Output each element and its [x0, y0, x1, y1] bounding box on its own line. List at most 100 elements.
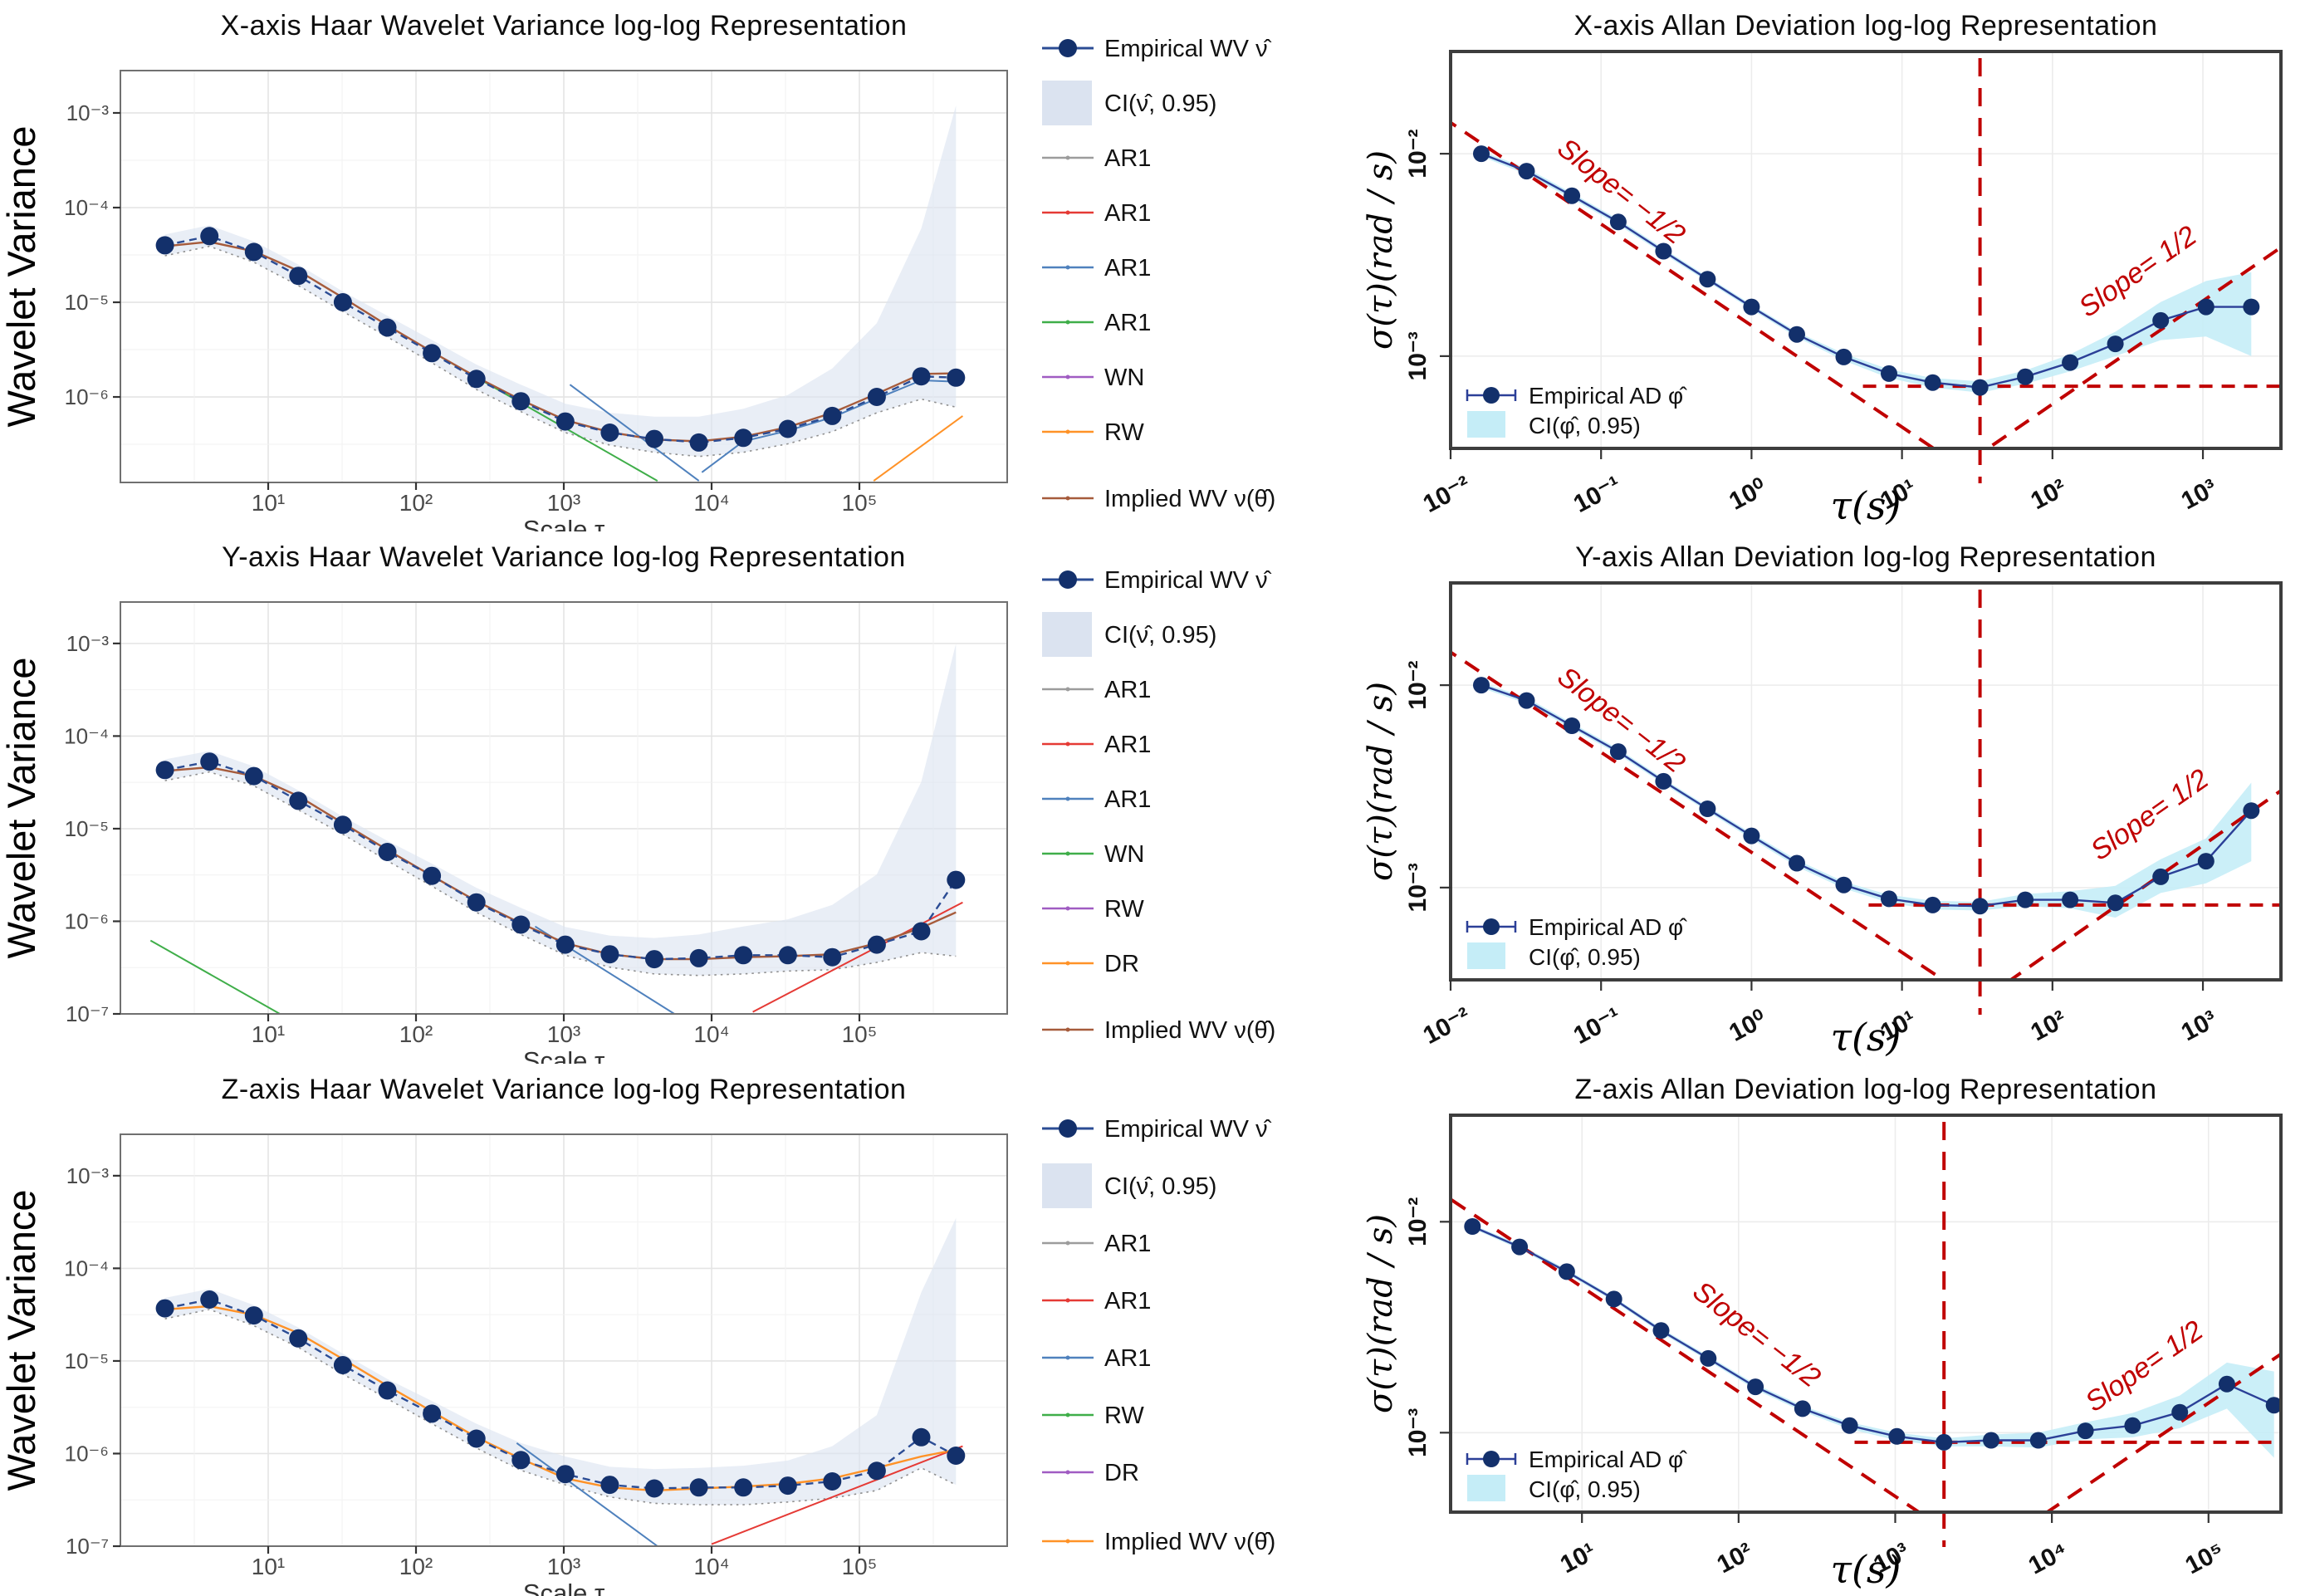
axis-ticks: [113, 642, 861, 1021]
legend-label: DR: [1104, 951, 1139, 977]
page-title: Z-axis Haar Wavelet Variance log-log Rep…: [221, 1074, 907, 1105]
legend-label: CI(ν̂, 0.95): [1104, 1173, 1216, 1200]
model-line-WN-green: [149, 939, 281, 1014]
y-tick-label: 10⁻²: [1404, 661, 1432, 710]
slope-annotations: [1451, 58, 2281, 483]
slope-neg-label: Slope= −1/2: [1687, 1275, 1827, 1394]
x-tick-label: 10⁻²: [1419, 471, 1476, 518]
legend: Empirical AD φ̂ CI(φ̂, 0.95): [1466, 383, 1687, 438]
y-axis-label: σ(τ)(rad / s): [1362, 682, 1400, 881]
plot-border: [1449, 1114, 2283, 1514]
x-tick-label: 10⁰: [1725, 1005, 1771, 1046]
page-title: X-axis Allan Deviation log-log Represent…: [1573, 10, 2158, 42]
axis-ticks: [1440, 153, 2205, 459]
y-tick-label: 10⁻³: [1404, 863, 1432, 912]
legend-label: CI(ν̂, 0.95): [1104, 622, 1216, 649]
legend-label: CI(φ̂, 0.95): [1529, 1476, 1641, 1502]
y-tick-label: 10⁻⁵: [65, 1349, 109, 1373]
y-tick-label: 10⁻²: [1404, 1197, 1432, 1246]
y-tick-label: 10⁻⁴: [64, 1256, 109, 1280]
legend-label: Empirical WV ν̂: [1104, 1116, 1272, 1143]
empirical-series: [1473, 145, 2260, 396]
y-axis-label: σ(τ)(rad / s): [1362, 150, 1400, 350]
model-line-AR1-blue-descending: [516, 1442, 658, 1546]
model-lines: [516, 1442, 963, 1546]
legend-label: Empirical WV ν̂: [1104, 36, 1272, 62]
panel-ad-y: Y-axis Allan Deviation log-log Represent…: [1362, 531, 2310, 1064]
y-tick-label: 10⁻⁵: [65, 816, 109, 841]
y-tick-label: 10⁻²: [1404, 130, 1432, 179]
confidence-band: [164, 643, 957, 977]
axis-ticks: [113, 111, 861, 490]
x-tick-label: 10⁴: [693, 1554, 729, 1579]
legend-label: CI(ν̂, 0.95): [1104, 91, 1216, 117]
legend-label: AR1: [1104, 1345, 1151, 1372]
panel-ad-z: Z-axis Allan Deviation log-log Represent…: [1362, 1064, 2310, 1596]
wavelet-variance-chart-z: 10¹ 10² 10³ 10⁴ 10⁵ 10⁻³ 10⁻⁴ 10⁻⁵ 10⁻⁶ 10⁻⁷ Scale…: [0, 1116, 1275, 1596]
x-tick-label: 10⁻²: [1419, 1002, 1476, 1050]
x-axis-label: τ(s): [1831, 1015, 1901, 1060]
page-title: X-axis Haar Wavelet Variance log-log Rep…: [220, 10, 908, 42]
legend-label: AR1: [1104, 145, 1151, 172]
gridlines: [1451, 583, 2281, 980]
empirical-series: [1473, 677, 2260, 915]
y-tick-label: 10⁻⁴: [64, 723, 109, 748]
legend-label: RW: [1104, 1403, 1144, 1429]
x-tick-label: 10²: [1712, 1538, 1757, 1579]
y-tick-label: 10⁻³: [66, 1163, 110, 1188]
model-line-RW-orange: [873, 415, 963, 482]
x-axis-label: Scale τ: [523, 1046, 604, 1064]
legend-label: AR1: [1104, 200, 1151, 227]
x-tick-label: 10³: [547, 1021, 580, 1047]
page-title: Y-axis Haar Wavelet Variance log-log Rep…: [222, 541, 906, 573]
page-title: Y-axis Allan Deviation log-log Represent…: [1575, 541, 2156, 573]
legend-label: RW: [1104, 896, 1144, 923]
empirical-series: [155, 1290, 966, 1498]
empirical-series: [155, 227, 966, 452]
gridlines: [120, 602, 1007, 1014]
y-tick-label: 10⁻³: [1404, 331, 1432, 380]
x-tick-label: 10⁴: [693, 490, 729, 516]
y-tick-label: 10⁻³: [66, 631, 110, 656]
legend-label: WN: [1104, 841, 1144, 868]
panel-ad-x: X-axis Allan Deviation log-log Represent…: [1362, 0, 2310, 531]
x-tick-label: 10³: [2177, 1006, 2222, 1046]
x-tick-label: 10¹: [252, 1021, 285, 1047]
legend-label: Empirical AD φ̂: [1529, 383, 1687, 409]
legend-label: CI(φ̂, 0.95): [1529, 944, 1641, 970]
legend: Empirical WV ν̂ CI(ν̂, 0.95) AR1 AR1 AR1 WN RW…: [1042, 567, 1275, 1044]
y-axis-label: Wavelet Variance: [0, 1189, 43, 1491]
x-tick-label: 10⁵: [842, 1021, 878, 1047]
legend-label: AR1: [1104, 255, 1151, 282]
x-tick-label: 10¹: [252, 1554, 285, 1579]
legend-label: WN: [1104, 365, 1144, 391]
x-axis-label: Scale τ: [523, 1579, 604, 1596]
x-tick-label: 10⁰: [1725, 473, 1771, 515]
y-tick-label: 10⁻⁵: [65, 290, 109, 315]
legend-label: AR1: [1104, 732, 1151, 758]
y-axis-label: Wavelet Variance: [0, 657, 43, 958]
x-axis-label: τ(s): [1831, 1547, 1901, 1592]
plot-border: [1449, 50, 2283, 450]
x-tick-label: 10²: [399, 1021, 433, 1047]
x-tick-label: 10³: [547, 490, 580, 516]
model-line-AR1-red-rising: [711, 1445, 963, 1545]
x-tick-label: 10²: [399, 1554, 433, 1579]
y-tick-label: 10⁻³: [1404, 1408, 1432, 1457]
axis-ticks: [113, 1174, 861, 1554]
legend-label: CI(φ̂, 0.95): [1529, 413, 1641, 438]
y-tick-label: 10⁻⁶: [65, 1441, 109, 1466]
model-line-AR1-blue-descending: [569, 384, 700, 482]
empirical-series: [155, 752, 966, 969]
x-tick-label: 10⁴: [693, 1021, 729, 1047]
x-tick-label: 10⁻¹: [1569, 1002, 1626, 1050]
y-axis-label: σ(τ)(rad / s): [1362, 1214, 1400, 1413]
x-tick-label: 10⁵: [2181, 1537, 2229, 1579]
page-title: Z-axis Allan Deviation log-log Represent…: [1574, 1074, 2157, 1105]
legend-label: Implied WV ν(θ̂): [1104, 1529, 1275, 1555]
x-axis-label: τ(s): [1831, 483, 1901, 528]
legend: Empirical WV ν̂ CI(ν̂, 0.95) AR1 AR1 AR1 RW DR…: [1042, 1116, 1275, 1555]
wavelet-variance-chart-x: 10¹ 10² 10³ 10⁴ 10⁵ 10⁻³ 10⁻⁴ 10⁻⁵ 10⁻⁶ Scale τ Wa…: [0, 36, 1275, 531]
